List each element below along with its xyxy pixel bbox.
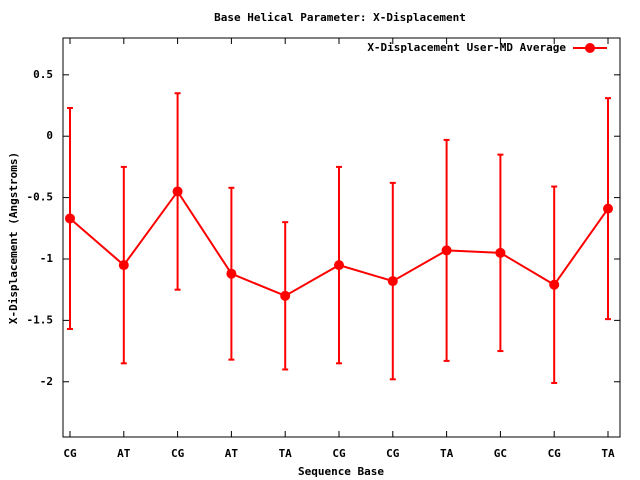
y-tick-label: 0.5 [33,68,53,81]
point [172,186,183,197]
y-tick-label: -1 [40,252,54,265]
legend-label: X-Displacement User-MD Average [367,41,566,54]
x-tick-label: TA [440,447,454,460]
x-tick-label: CG [332,447,346,460]
legend-marker [585,43,595,53]
chart-title: Base Helical Parameter: X-Displacement [214,11,466,24]
point [441,245,452,256]
x-tick-label: TA [279,447,293,460]
point [387,276,398,287]
x-tick-label: CG [548,447,562,460]
y-tick-label: -1.5 [27,313,54,326]
x-tick-label: AT [225,447,239,460]
point [603,203,613,214]
x-tick-label: CG [63,447,77,460]
point [118,260,129,271]
point [65,213,75,224]
y-tick-label: -2 [40,375,53,388]
y-tick-label: 0 [46,129,53,142]
point [334,260,344,271]
y-axis-label: X-Displacement (Angstroms) [7,152,20,324]
x-tick-label: TA [601,447,615,460]
x-axis-label: Sequence Base [298,465,384,478]
point [549,279,560,290]
y-tick-label: -0.5 [27,191,54,204]
point [495,247,506,258]
point [280,290,291,301]
x-tick-label: CG [171,447,185,460]
x-tick-label: GC [494,447,507,460]
x-tick-label: AT [117,447,131,460]
x-tick-label: CG [386,447,400,460]
point [226,268,237,279]
plot-frame [62,37,621,438]
